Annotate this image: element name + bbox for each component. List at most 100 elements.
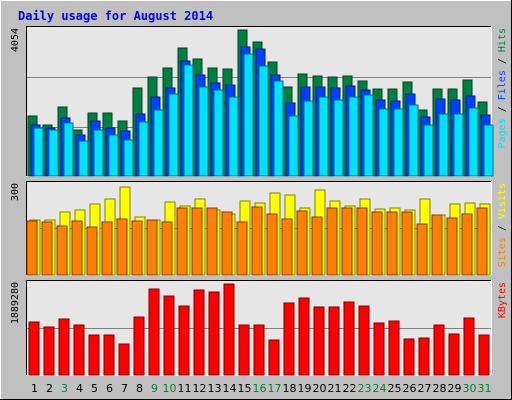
bar-kbytes-day-18 [283,302,295,376]
bar-pages-day-8 [138,121,149,177]
bar-pages-day-6 [108,134,119,177]
bar-pages-day-21 [333,99,344,177]
bar-sites-day-25 [386,211,398,276]
bar-kbytes-day-13 [208,291,220,376]
bar-kbytes-day-30 [463,317,475,376]
bar-kbytes-day-23 [358,305,370,376]
bar-pages-day-12 [198,86,209,177]
chart-title: Daily usage for August 2014 [18,9,213,23]
bar-sites-day-24 [371,211,383,276]
bar-sites-day-30 [461,213,473,276]
bar-kbytes-day-2 [43,326,55,376]
bar-kbytes-day-4 [73,324,85,376]
bar-sites-day-29 [446,217,458,276]
y-axis-max-label-kbytes: 1889280 [10,282,21,324]
bar-sites-day-8 [131,220,143,276]
day-label-21: 21 [328,382,342,395]
legend-separator: / [497,225,508,237]
day-axis: 1 2 3 4 5 6 7 8 9 10 11 12 13 14 15 16 17 18 19 20 21 22 23 24 2… [31,382,492,395]
legend-entry-hits: Hits [497,28,508,58]
day-label-27: 27 [418,382,432,395]
bar-kbytes-day-14 [223,283,235,376]
bar-sites-day-1 [26,220,38,276]
bar-sites-day-31 [476,207,488,276]
bar-sites-day-9 [146,219,158,276]
legend-entry-pages: Pages [497,118,508,148]
bar-sites-day-21 [326,207,338,276]
bar-pages-day-15 [243,53,254,177]
day-label-4: 4 [76,382,83,395]
day-label-22: 22 [343,382,357,395]
bar-sites-day-22 [341,207,353,276]
bar-kbytes-day-31 [478,334,490,376]
bar-kbytes-day-24 [373,322,385,376]
day-label-16: 16 [253,382,267,395]
bar-pages-day-5 [93,129,104,177]
bar-kbytes-day-25 [388,320,400,376]
bar-pages-day-13 [213,89,224,177]
day-label-5: 5 [91,382,98,395]
bar-sites-day-3 [56,225,68,276]
bar-pages-day-29 [453,113,464,177]
day-label-17: 17 [268,382,282,395]
bar-sites-day-13 [206,207,218,276]
bar-pages-day-30 [468,107,479,177]
bar-pages-day-7 [123,139,134,177]
bar-pages-day-25 [393,108,404,177]
y-axis-max-label-visits-sites: 300 [10,183,21,201]
bar-sites-day-23 [356,207,368,276]
bar-pages-day-28 [438,113,449,177]
bar-kbytes-day-6 [103,334,115,376]
bar-kbytes-day-5 [88,334,100,376]
bar-sites-day-18 [281,218,293,276]
bar-pages-day-19 [303,100,314,177]
bar-sites-day-26 [401,211,413,276]
bar-kbytes-day-3 [58,318,70,376]
legend-separator: / [497,58,508,70]
legend-hits-files-pages: Pages / Files / Hits [497,28,508,148]
bar-pages-day-3 [63,122,74,177]
panel-hits-files-pages: 4054 Pages / Files / Hits [10,26,508,177]
legend-entry-files: Files [497,70,508,106]
day-label-19: 19 [298,382,312,395]
day-label-11: 11 [178,382,192,395]
bar-kbytes-day-7 [118,343,130,376]
bar-pages-day-4 [78,140,89,177]
bar-kbytes-day-8 [133,316,145,376]
day-label-6: 6 [106,382,113,395]
day-label-15: 15 [238,382,252,395]
bar-kbytes-day-19 [298,297,310,376]
day-label-3: 3 [61,382,68,395]
day-label-31: 31 [478,382,492,395]
bar-pages-day-24 [378,108,389,177]
bar-sites-day-14 [221,211,233,276]
day-label-9: 9 [151,382,158,395]
bar-kbytes-day-29 [448,333,460,376]
bar-kbytes-day-20 [313,306,325,376]
bar-sites-day-28 [431,214,443,276]
bar-pages-day-1 [33,127,44,177]
bar-sites-day-16 [251,206,263,276]
day-label-12: 12 [193,382,207,395]
panel-kbytes: 1889280 KBytes [10,280,508,376]
bar-sites-day-17 [266,213,278,276]
bar-kbytes-day-27 [418,337,430,376]
legend-entry-sites: Sites [497,237,508,267]
bar-kbytes-day-22 [343,301,355,376]
bar-sites-day-7 [116,218,128,276]
bar-pages-day-9 [153,109,164,177]
bar-sites-day-11 [176,207,188,276]
day-label-29: 29 [448,382,462,395]
day-label-30: 30 [463,382,477,395]
day-label-20: 20 [313,382,327,395]
bar-sites-day-19 [296,210,308,276]
bar-pages-day-23 [363,94,374,177]
day-label-14: 14 [223,382,237,395]
bar-pages-day-31 [483,124,494,177]
bar-sites-day-5 [86,226,98,276]
bar-kbytes-day-17 [268,339,280,376]
legend-kbytes: KBytes [497,282,508,318]
bar-sites-day-12 [191,207,203,276]
bar-sites-day-15 [236,221,248,276]
